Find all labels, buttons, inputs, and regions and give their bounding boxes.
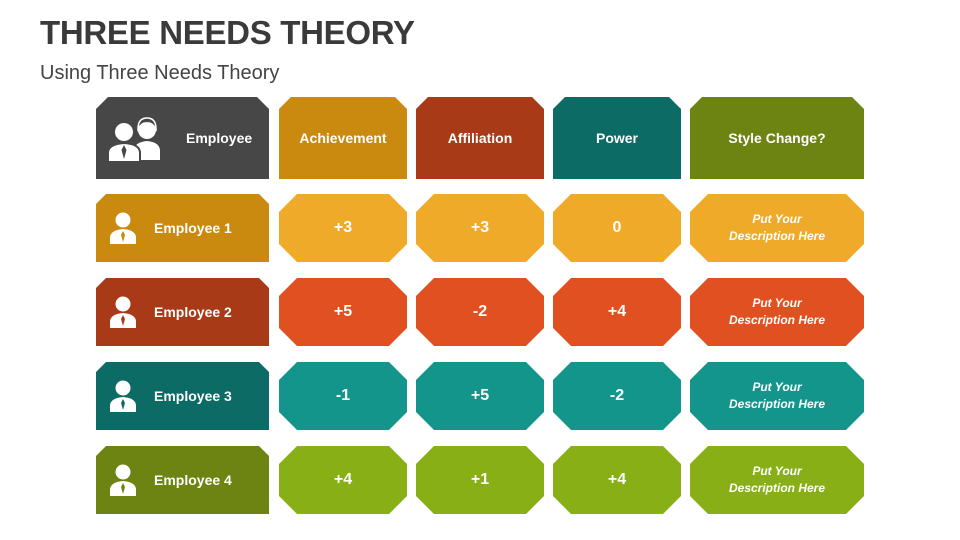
achievement-cell: +4: [279, 446, 407, 514]
achievement-value: -1: [335, 387, 351, 404]
header-style-change-label: Style Change?: [728, 130, 826, 146]
power-cell: -2: [553, 362, 681, 430]
style-change-cell: Put Your Description Here: [690, 362, 864, 430]
achievement-cell: -1: [279, 362, 407, 430]
power-value: +4: [607, 471, 627, 488]
power-value: 0: [612, 219, 622, 236]
employee-name: Employee 4: [154, 472, 232, 488]
power-cell: +4: [553, 278, 681, 346]
achievement-cell: +5: [279, 278, 407, 346]
person-with-tie-icon: [108, 211, 138, 245]
style-change-cell: Put Your Description Here: [690, 194, 864, 262]
person-with-tie-icon: [108, 379, 138, 413]
page-subtitle: Using Three Needs Theory: [40, 62, 280, 84]
affiliation-value: -2: [472, 303, 488, 320]
description-line-2: Description Here: [728, 313, 826, 327]
employee-name: Employee 2: [154, 304, 232, 320]
header-achievement: Achievement: [279, 97, 407, 179]
header-achievement-label: Achievement: [299, 130, 387, 146]
person-with-tie-icon: [108, 295, 138, 329]
header-power-label: Power: [595, 130, 638, 146]
description-line-2: Description Here: [728, 397, 826, 411]
header-employee: Employee: [96, 97, 269, 179]
achievement-value: +4: [333, 471, 353, 488]
style-change-cell: Put Your Description Here: [690, 278, 864, 346]
description-line-2: Description Here: [728, 481, 826, 495]
row-label-employee-1: Employee 1: [96, 194, 269, 262]
power-value: -2: [609, 387, 625, 404]
employee-name: Employee 3: [154, 388, 232, 404]
header-style-change: Style Change?: [690, 97, 864, 179]
style-change-cell: Put Your Description Here: [690, 446, 864, 514]
row-label-employee-2: Employee 2: [96, 278, 269, 346]
description-line-2: Description Here: [728, 229, 826, 243]
row-label-employee-3: Employee 3: [96, 362, 269, 430]
description-line-1: Put Your: [752, 212, 802, 226]
header-affiliation: Affiliation: [416, 97, 544, 179]
page-title: THREE NEEDS THEORY: [40, 14, 415, 51]
achievement-cell: +3: [279, 194, 407, 262]
person-with-tie-icon: [108, 463, 138, 497]
description-line-1: Put Your: [752, 464, 802, 478]
header-power: Power: [553, 97, 681, 179]
affiliation-value: +3: [470, 219, 490, 236]
affiliation-cell: +1: [416, 446, 544, 514]
achievement-value: +3: [333, 219, 353, 236]
affiliation-cell: +3: [416, 194, 544, 262]
affiliation-cell: +5: [416, 362, 544, 430]
achievement-value: +5: [333, 303, 353, 320]
affiliation-value: +5: [470, 387, 490, 404]
header-employee-label: Employee: [186, 130, 253, 146]
row-label-employee-4: Employee 4: [96, 446, 269, 514]
power-cell: +4: [553, 446, 681, 514]
two-people-icon: [102, 112, 166, 164]
employee-name: Employee 1: [154, 220, 232, 236]
affiliation-value: +1: [470, 471, 490, 488]
description-line-1: Put Your: [752, 296, 802, 310]
description-line-1: Put Your: [752, 380, 802, 394]
affiliation-cell: -2: [416, 278, 544, 346]
power-cell: 0: [553, 194, 681, 262]
power-value: +4: [607, 303, 627, 320]
header-affiliation-label: Affiliation: [447, 130, 513, 146]
